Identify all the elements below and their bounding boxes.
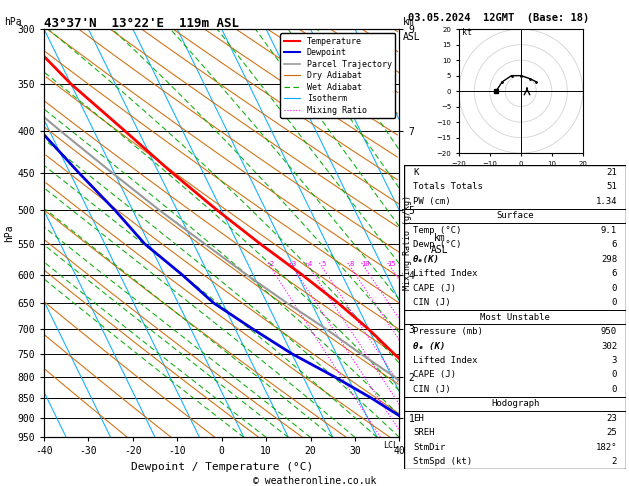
Text: 0: 0: [611, 370, 617, 380]
Text: ASL: ASL: [403, 32, 420, 42]
Text: 21: 21: [606, 168, 617, 177]
Text: Hodograph: Hodograph: [491, 399, 539, 408]
Text: 51: 51: [606, 182, 617, 191]
Text: hPa: hPa: [4, 17, 22, 27]
Text: 182°: 182°: [596, 443, 617, 452]
Text: 5: 5: [321, 260, 325, 267]
Text: Surface: Surface: [496, 211, 534, 220]
Text: 0: 0: [611, 298, 617, 307]
Text: 10: 10: [361, 260, 370, 267]
Text: θₑ (K): θₑ (K): [413, 342, 445, 350]
Text: 43°37'N  13°22'E  119m ASL: 43°37'N 13°22'E 119m ASL: [44, 17, 239, 30]
Text: Lifted Index: Lifted Index: [413, 269, 478, 278]
Text: 0: 0: [611, 284, 617, 293]
Text: 8: 8: [350, 260, 353, 267]
Text: EH: EH: [413, 414, 424, 423]
Text: StmDir: StmDir: [413, 443, 445, 452]
Text: CIN (J): CIN (J): [413, 298, 451, 307]
Text: SREH: SREH: [413, 428, 435, 437]
Text: 23: 23: [606, 414, 617, 423]
Text: km: km: [403, 17, 415, 27]
Text: 3: 3: [611, 356, 617, 365]
Text: 302: 302: [601, 342, 617, 350]
Text: 6: 6: [611, 240, 617, 249]
Y-axis label: km
ASL: km ASL: [430, 233, 448, 255]
Text: Dewp (°C): Dewp (°C): [413, 240, 462, 249]
Text: kt: kt: [462, 28, 472, 37]
Text: Mixing Ratio (g/kg): Mixing Ratio (g/kg): [403, 195, 411, 291]
X-axis label: Dewpoint / Temperature (°C): Dewpoint / Temperature (°C): [131, 462, 313, 472]
Text: 9.1: 9.1: [601, 226, 617, 235]
Text: Totals Totals: Totals Totals: [413, 182, 483, 191]
Text: 6: 6: [611, 269, 617, 278]
Text: K: K: [413, 168, 419, 177]
Text: 1.34: 1.34: [596, 197, 617, 206]
Y-axis label: hPa: hPa: [4, 225, 14, 242]
Text: θₑ(K): θₑ(K): [413, 255, 440, 264]
Text: Temp (°C): Temp (°C): [413, 226, 462, 235]
Text: 3: 3: [292, 260, 296, 267]
Text: 03.05.2024  12GMT  (Base: 18): 03.05.2024 12GMT (Base: 18): [408, 13, 589, 23]
Text: 2: 2: [611, 457, 617, 466]
Text: 950: 950: [601, 327, 617, 336]
Text: Lifted Index: Lifted Index: [413, 356, 478, 365]
Text: Pressure (mb): Pressure (mb): [413, 327, 483, 336]
Text: CIN (J): CIN (J): [413, 385, 451, 394]
Text: 0: 0: [611, 385, 617, 394]
Text: 298: 298: [601, 255, 617, 264]
Text: LCL: LCL: [383, 441, 398, 450]
Text: Most Unstable: Most Unstable: [480, 312, 550, 322]
Text: 25: 25: [606, 428, 617, 437]
Text: StmSpd (kt): StmSpd (kt): [413, 457, 472, 466]
Text: © weatheronline.co.uk: © weatheronline.co.uk: [253, 476, 376, 486]
Legend: Temperature, Dewpoint, Parcel Trajectory, Dry Adiabat, Wet Adiabat, Isotherm, Mi: Temperature, Dewpoint, Parcel Trajectory…: [281, 34, 395, 118]
Text: 2: 2: [270, 260, 274, 267]
Text: 4: 4: [308, 260, 313, 267]
Text: 15: 15: [387, 260, 396, 267]
Text: CAPE (J): CAPE (J): [413, 370, 456, 380]
Text: CAPE (J): CAPE (J): [413, 284, 456, 293]
Text: PW (cm): PW (cm): [413, 197, 451, 206]
